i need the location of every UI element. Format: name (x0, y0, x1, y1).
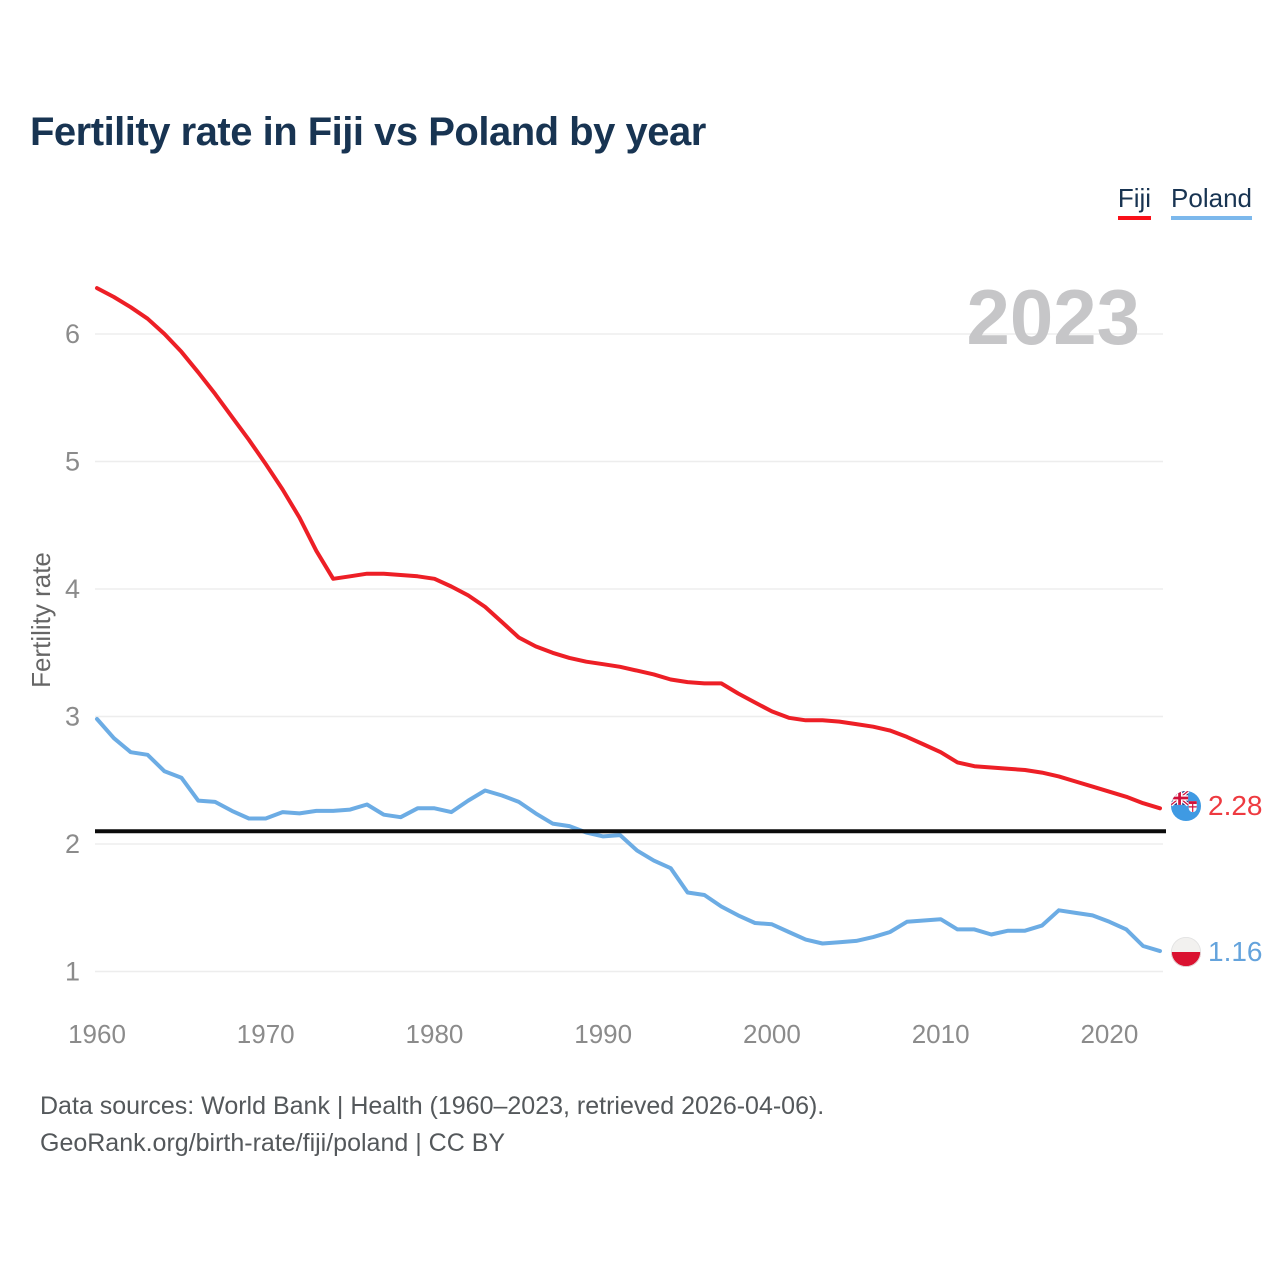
watermark-year: 2023 (966, 273, 1140, 361)
y-tick-label: 2 (65, 829, 80, 859)
fiji-flag-icon (1171, 791, 1201, 821)
x-tick-label: 2020 (1080, 1019, 1138, 1049)
end-value-fiji: 2.28 (1208, 790, 1263, 821)
poland-line (95, 717, 1162, 954)
legend-item-poland[interactable]: Poland (1171, 184, 1252, 220)
fertility-chart: 2023 1 2 3 4 5 6 1960 1970 1980 1990 2000 2010 2020 Fe… (26, 273, 1166, 1049)
footer: Data sources: World Bank | Health (1960–… (40, 1088, 824, 1162)
x-tick-label: 1960 (68, 1019, 126, 1049)
legend-item-fiji[interactable]: Fiji (1117, 184, 1152, 220)
y-tick-label: 6 (65, 319, 80, 349)
legend: Fiji Poland (1117, 184, 1252, 220)
x-tick-label: 1990 (574, 1019, 632, 1049)
y-tick-label: 5 (65, 447, 80, 477)
poland-flag-icon (1171, 937, 1201, 967)
y-tick-label: 3 (65, 702, 80, 732)
end-value-poland: 1.16 (1208, 936, 1263, 967)
fiji-line (95, 286, 1162, 811)
series-end-label-fiji: 2.28 (1171, 791, 1263, 821)
footer-attribution: GeoRank.org/birth-rate/fiji/poland | CC … (40, 1129, 506, 1157)
x-tick-label: 1980 (406, 1019, 464, 1049)
x-tick-label: 2010 (912, 1019, 970, 1049)
page-title: Fertility rate in Fiji vs Poland by year (30, 110, 706, 154)
y-tick-label: 4 (65, 574, 80, 604)
y-axis-label: Fertility rate (26, 552, 56, 688)
x-tick-label: 1970 (237, 1019, 295, 1049)
footer-sources: Data sources: World Bank | Health (1960–… (40, 1092, 825, 1120)
series-end-label-poland: 1.16 (1171, 937, 1263, 967)
y-tick-label: 1 (65, 957, 80, 987)
x-tick-label: 2000 (743, 1019, 801, 1049)
